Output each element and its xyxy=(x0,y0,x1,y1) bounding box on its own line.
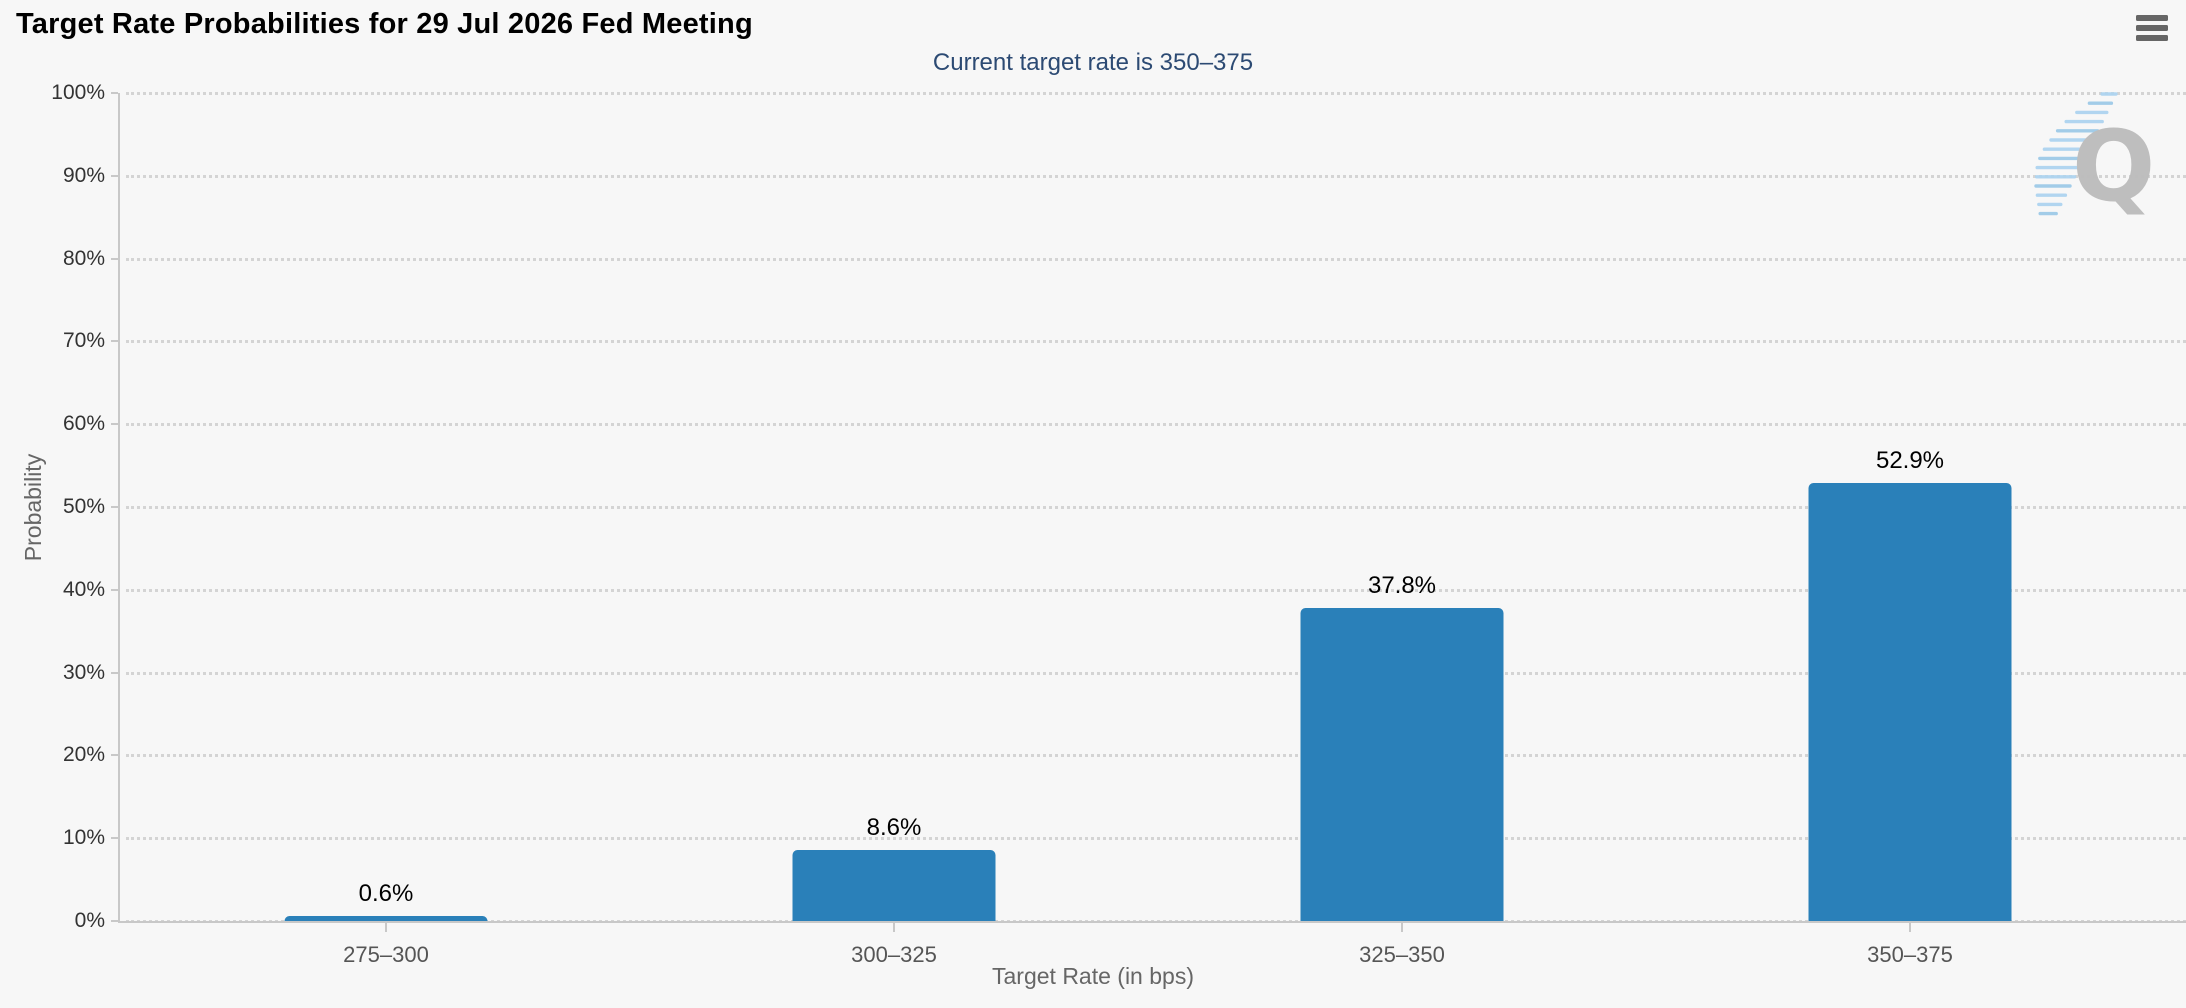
x-axis-tick xyxy=(893,923,895,932)
x-axis-tick xyxy=(1401,923,1403,932)
probability-bar[interactable] xyxy=(1808,483,2012,921)
probability-bar[interactable] xyxy=(1300,608,1504,921)
y-axis-label: 90% xyxy=(62,163,105,187)
x-axis-label: 350–375 xyxy=(1867,942,1953,967)
category-cell: 8.6% 300–325 xyxy=(640,93,1148,967)
y-axis-label: 70% xyxy=(62,329,105,353)
y-axis-label: 100% xyxy=(51,81,105,104)
y-axis-label: 50% xyxy=(62,495,105,518)
hamburger-icon xyxy=(2136,25,2168,31)
y-axis-label: 80% xyxy=(62,246,105,270)
y-axis-label: 10% xyxy=(62,826,105,850)
page-title: Target Rate Probabilities for 29 Jul 202… xyxy=(16,8,753,40)
category-cell: 52.9% 350–375 xyxy=(1656,93,2164,967)
bar-series: 0.6% 275–300 8.6% 300–325 37.8% 325–350 52.9% 3… xyxy=(132,93,2164,967)
chart-context-menu-button[interactable] xyxy=(2136,13,2170,43)
y-gridline xyxy=(126,754,2186,758)
bar-value-label: 37.8% xyxy=(1367,572,1437,600)
y-axis-tick xyxy=(111,920,118,922)
x-axis-label: 275–300 xyxy=(343,942,429,967)
bar-value-label: 52.9% xyxy=(1875,447,1945,474)
x-axis-tick xyxy=(385,923,387,932)
bar-value-label: 8.6% xyxy=(866,813,922,841)
chart-subtitle: Current target rate is 350–375 xyxy=(932,49,1254,76)
y-axis-label: 60% xyxy=(62,412,105,436)
y-gridline xyxy=(126,423,2186,427)
x-axis-title: Target Rate (in bps) xyxy=(992,963,1194,989)
y-axis-tick xyxy=(111,257,118,260)
y-gridline xyxy=(126,588,2186,592)
y-axis-tick xyxy=(111,754,118,757)
bar-value-label: 0.6% xyxy=(358,880,414,908)
x-axis-line xyxy=(118,921,2186,923)
y-axis-label: 0% xyxy=(74,909,105,932)
plot-area: 0% 10% 20% 30% 40% 50% 60% 70% 80% 90% 100% 0.6% 27… xyxy=(21,81,2186,967)
hamburger-icon xyxy=(2136,35,2168,41)
x-axis-label: 300–325 xyxy=(851,942,937,967)
y-axis-tick xyxy=(111,671,118,674)
y-gridline xyxy=(126,257,2186,261)
y-gridline xyxy=(126,92,2186,96)
category-cell: 37.8% 325–350 xyxy=(1148,93,1656,967)
x-axis-label: 325–350 xyxy=(1359,942,1445,967)
y-axis-label: 20% xyxy=(62,743,105,767)
y-gridline xyxy=(126,506,2186,509)
y-axis-tick xyxy=(111,506,118,508)
probability-bar[interactable] xyxy=(284,916,488,921)
probability-bar[interactable] xyxy=(792,849,996,921)
y-gridline xyxy=(126,671,2186,675)
x-axis-tick xyxy=(1909,923,1911,932)
y-axis-label: 30% xyxy=(62,660,105,684)
y-gridline xyxy=(126,174,2186,178)
y-axis-tick xyxy=(111,837,118,840)
y-gridline xyxy=(126,837,2186,841)
y-axis-tick xyxy=(111,92,118,95)
y-axis-label: 40% xyxy=(62,577,105,601)
y-axis-line xyxy=(118,93,120,921)
hamburger-icon xyxy=(2136,15,2168,21)
y-axis-tick xyxy=(111,340,118,343)
y-axis-tick xyxy=(111,174,118,177)
category-cell: 0.6% 275–300 xyxy=(132,93,640,967)
y-gridline xyxy=(126,340,2186,344)
y-axis-tick xyxy=(111,588,118,591)
y-axis-tick xyxy=(111,423,118,426)
